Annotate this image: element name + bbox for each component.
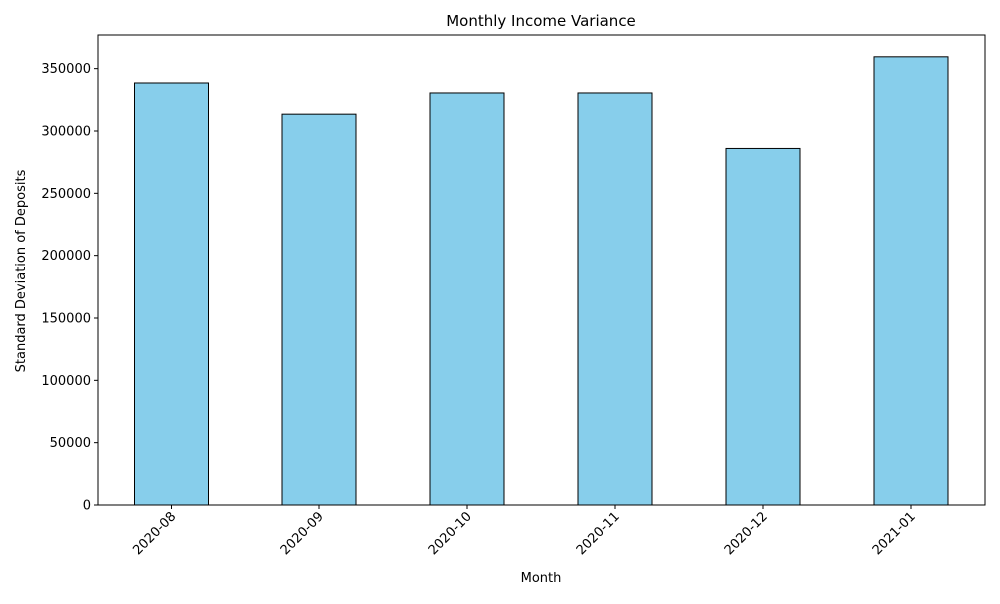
bar-2020-12	[725, 147, 801, 506]
chart-title: Monthly Income Variance	[446, 12, 636, 30]
bar-2020-08	[134, 82, 209, 506]
y-tick-label: 0	[83, 499, 91, 514]
x-tick-label: 2020-10	[426, 509, 475, 558]
bar-2021-01	[873, 56, 949, 506]
x-tick-label: 2020-12	[722, 509, 771, 558]
x-tick-label: 2020-09	[278, 509, 327, 558]
x-axis-title: Month	[521, 571, 562, 586]
x-tick-label: 2020-11	[574, 509, 623, 558]
y-tick-label: 150000	[41, 311, 91, 326]
x-axis-ticks: 2020-08 2020-09 2020-10 2020-11 2020-12 2021-…	[130, 505, 919, 558]
y-tick-label: 250000	[41, 187, 91, 202]
y-tick-label: 200000	[41, 249, 91, 264]
bar-2020-10	[429, 92, 505, 506]
y-tick-label: 300000	[41, 124, 91, 139]
plot-frame	[97, 34, 986, 506]
y-tick-label: 350000	[41, 62, 91, 77]
bars-group	[134, 56, 949, 506]
y-axis-title: Standard Deviation of Deposits	[14, 169, 29, 372]
bar-2020-09	[281, 113, 357, 506]
x-tick-label: 2021-01	[870, 509, 919, 558]
x-tick-label: 2020-08	[130, 509, 179, 558]
y-tick-label: 50000	[50, 436, 91, 451]
y-axis-ticks: 0 50000 100000 150000 200000 250000 300000 3500…	[41, 62, 98, 514]
bar-2020-11	[577, 92, 653, 506]
y-tick-label: 100000	[41, 374, 91, 389]
